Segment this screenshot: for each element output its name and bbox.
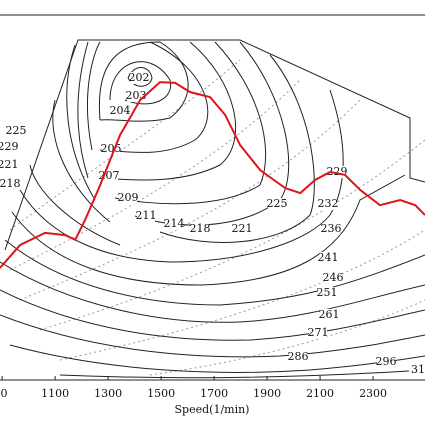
contour-line <box>0 314 425 358</box>
contour-label-bg <box>289 351 307 363</box>
contour-label: 261 <box>319 308 340 321</box>
contour-line <box>11 174 406 286</box>
contour-label-bg <box>377 356 395 368</box>
x-tick-label: 1300 <box>94 387 122 400</box>
contour-label-bg <box>130 72 148 84</box>
contour-line <box>66 41 267 205</box>
contour-label-bg <box>0 141 17 153</box>
contour-label: 221 <box>232 222 253 235</box>
contour-label: 236 <box>321 222 342 235</box>
contour-label-bg <box>322 223 340 235</box>
contour-label-bg <box>7 125 25 137</box>
x-tick-label: 1500 <box>147 387 175 400</box>
contour-line <box>52 41 290 226</box>
contour-label: 209 <box>118 191 139 204</box>
contour-label: 271 <box>308 326 329 339</box>
contour-label-bg <box>233 223 251 235</box>
series-line <box>0 81 425 269</box>
contour-label: 251 <box>317 286 338 299</box>
contour-label: 31 <box>411 363 425 376</box>
contour-label-bg <box>324 272 342 284</box>
contour-label: 296 <box>376 355 397 368</box>
contour-label-bg <box>409 364 425 376</box>
contour-line <box>0 289 425 341</box>
contour-label: 225 <box>267 197 288 210</box>
contour-label: 218 <box>0 177 21 190</box>
contour-label-bg <box>319 252 337 264</box>
contour-label-bg <box>111 105 129 117</box>
x-tick-label: 2300 <box>359 387 387 400</box>
contour-label-bg <box>268 198 286 210</box>
contour-line <box>0 261 425 323</box>
contour-label: 204 <box>110 104 131 117</box>
contour-label-bg <box>1 178 19 190</box>
contour-label: 286 <box>288 350 309 363</box>
x-tick-label: 0 <box>1 387 8 400</box>
contour-label: 229 <box>0 140 19 153</box>
contour-label: 203 <box>126 89 147 102</box>
contour-label-bg <box>319 198 337 210</box>
contour-line <box>77 41 236 181</box>
x-tick-label: 1900 <box>253 387 281 400</box>
power-line <box>39 139 425 331</box>
contour-label: 232 <box>318 197 339 210</box>
contour-label: 225 <box>6 124 27 137</box>
contour-label: 214 <box>164 217 185 230</box>
contour-label: 211 <box>136 209 157 222</box>
contour-line <box>98 41 189 122</box>
contour-label: 221 <box>0 158 19 171</box>
envelope <box>4 39 425 251</box>
contour-label-bg <box>320 309 338 321</box>
contour-label-bg <box>0 159 17 171</box>
contour-label: 218 <box>190 222 211 235</box>
contour-label: 202 <box>129 71 150 84</box>
contour-label-bg <box>119 192 137 204</box>
contour-label-bg <box>318 287 336 299</box>
contour-line <box>127 67 153 87</box>
x-tick-label: 2100 <box>306 387 334 400</box>
power-line <box>59 229 425 361</box>
contour-label: 246 <box>323 271 344 284</box>
contour-line <box>109 61 172 105</box>
contour-line <box>86 41 209 153</box>
contour-label: 241 <box>318 251 339 264</box>
x-axis-label: Speed(1/min) <box>175 403 250 416</box>
contour-label: 205 <box>101 142 122 155</box>
contour-line <box>4 239 425 306</box>
x-tick-label: 1700 <box>200 387 228 400</box>
plot-decoration <box>0 14 425 381</box>
contour-label-bg <box>309 327 327 339</box>
power-line <box>19 99 361 301</box>
contour-label-bg <box>165 218 183 230</box>
contour-line <box>29 54 315 246</box>
contour-label-bg <box>137 210 155 222</box>
contour-line <box>59 369 425 379</box>
x-tick-label: 1100 <box>41 387 69 400</box>
power-line <box>149 299 425 376</box>
power-line <box>9 59 241 231</box>
contour-label-bg <box>191 223 209 235</box>
contour-line <box>9 344 425 373</box>
